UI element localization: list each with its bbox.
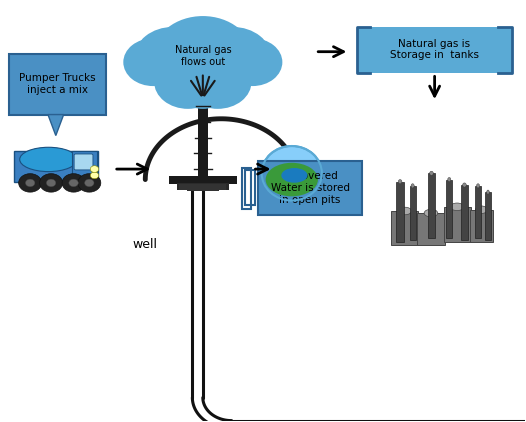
Bar: [428, 173, 435, 238]
Circle shape: [85, 179, 94, 187]
Circle shape: [69, 179, 78, 187]
Circle shape: [176, 65, 230, 109]
Circle shape: [25, 179, 35, 187]
Ellipse shape: [476, 206, 487, 214]
Bar: [242, 168, 251, 208]
Bar: [169, 176, 237, 184]
Circle shape: [194, 84, 213, 99]
Bar: [198, 98, 208, 181]
Text: Natural gas is
Storage in  tanks: Natural gas is Storage in tanks: [390, 39, 479, 60]
FancyBboxPatch shape: [74, 154, 93, 170]
Bar: [15, 151, 98, 181]
Bar: [475, 186, 481, 238]
Circle shape: [196, 92, 210, 103]
Ellipse shape: [398, 179, 402, 184]
Circle shape: [184, 55, 251, 109]
Circle shape: [62, 174, 85, 192]
Circle shape: [134, 27, 212, 89]
Ellipse shape: [487, 190, 489, 194]
Circle shape: [90, 172, 99, 179]
Bar: [357, 27, 511, 73]
Ellipse shape: [424, 209, 438, 217]
Bar: [485, 192, 491, 241]
Text: well: well: [133, 238, 158, 251]
Circle shape: [198, 99, 208, 107]
Ellipse shape: [266, 163, 318, 196]
Bar: [179, 184, 226, 190]
Bar: [177, 183, 229, 190]
Polygon shape: [48, 115, 64, 135]
Ellipse shape: [462, 183, 466, 187]
Ellipse shape: [450, 203, 464, 211]
Ellipse shape: [477, 184, 480, 188]
Bar: [410, 186, 416, 241]
Bar: [461, 185, 468, 240]
Bar: [446, 179, 452, 238]
Bar: [470, 210, 493, 243]
Text: Pumper Trucks
inject a mix: Pumper Trucks inject a mix: [19, 73, 96, 95]
Circle shape: [78, 174, 101, 192]
Bar: [391, 211, 418, 244]
Bar: [245, 170, 255, 206]
Circle shape: [123, 38, 183, 86]
Text: Recovered
Water is stored
in open pits: Recovered Water is stored in open pits: [270, 171, 350, 205]
Circle shape: [46, 179, 56, 187]
Circle shape: [90, 166, 99, 173]
Circle shape: [18, 174, 42, 192]
Circle shape: [39, 174, 63, 192]
Ellipse shape: [411, 184, 414, 188]
Ellipse shape: [448, 178, 451, 181]
Ellipse shape: [19, 147, 77, 172]
Bar: [187, 186, 218, 191]
Ellipse shape: [262, 146, 322, 200]
Text: Natural gas
flows out: Natural gas flows out: [175, 45, 231, 67]
FancyBboxPatch shape: [9, 54, 106, 115]
Circle shape: [194, 27, 271, 89]
Ellipse shape: [281, 168, 308, 183]
Ellipse shape: [430, 171, 433, 176]
Circle shape: [154, 55, 222, 109]
Bar: [417, 213, 444, 244]
Circle shape: [153, 16, 252, 96]
Bar: [258, 161, 362, 215]
Circle shape: [222, 38, 282, 86]
Bar: [397, 181, 404, 243]
Bar: [72, 151, 97, 181]
Bar: [443, 207, 471, 243]
Ellipse shape: [398, 207, 412, 215]
